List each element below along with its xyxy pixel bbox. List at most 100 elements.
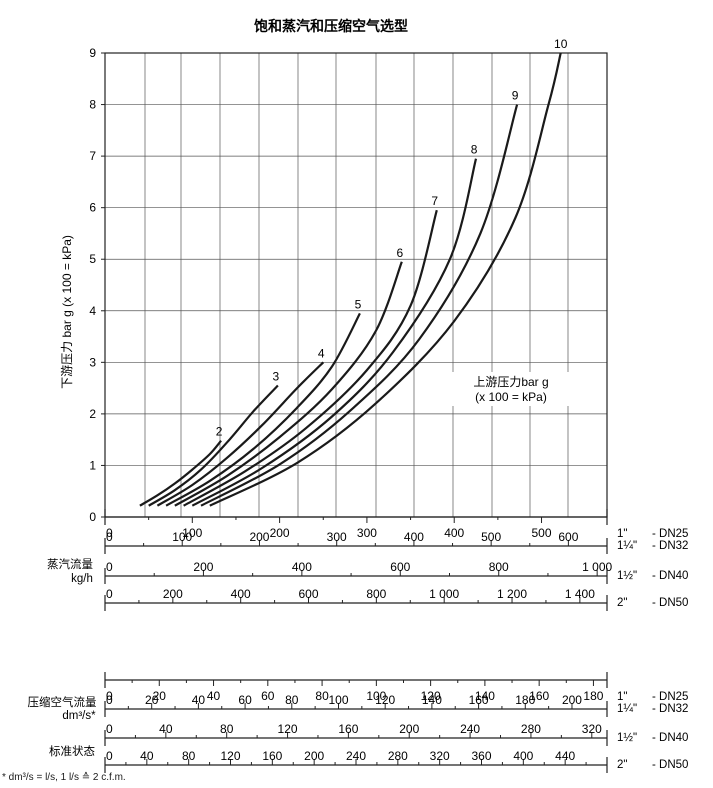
scale-label: 100 (182, 526, 202, 540)
pipe-size: 1¼" (617, 540, 637, 552)
scale-label: 1 400 (565, 587, 595, 601)
flow-group-labels: 蒸汽流量 kg/h 压缩空气流量 dm³/s* 标准状态 (28, 557, 97, 758)
scale-label: 320 (430, 749, 450, 763)
scale-label: 300 (327, 530, 347, 544)
scale-label: 120 (421, 689, 441, 703)
annotation-background (452, 372, 570, 406)
scale-label: 800 (489, 560, 509, 574)
scale-label: 0 (106, 693, 113, 707)
scale-label: 500 (532, 526, 552, 540)
curve-4 (156, 361, 325, 507)
scale-label: 400 (513, 749, 533, 763)
flow-scale-4: 0 200 400 600 800 1 000 1 200 1 400 2" - DN50 (104, 587, 688, 611)
scale-label: 200 (193, 560, 213, 574)
scale-label: 1 200 (497, 587, 527, 601)
y-tick-label: 6 (89, 201, 96, 215)
scale-label: 160 (469, 693, 489, 707)
scale-label: 140 (422, 693, 442, 707)
curve-7 (183, 209, 438, 507)
pipe-dn: - DN50 (652, 597, 688, 609)
pipe-size: 1½" (617, 570, 637, 582)
pipe-size: 1¼" (617, 703, 637, 715)
curve-2 (139, 439, 222, 507)
grid (105, 52, 607, 517)
scale-label: 1 000 (429, 587, 459, 601)
pipe-dn: - DN32 (652, 703, 688, 715)
plot-border (104, 52, 608, 518)
scale-label: 200 (304, 749, 324, 763)
y-tick-label: 7 (89, 149, 96, 163)
scale-label: 300 (357, 526, 377, 540)
curve-3 (148, 384, 279, 507)
annotation-line-1: 上游压力bar g (473, 375, 548, 389)
y-tick-label: 3 (89, 355, 96, 369)
scale-label: 40 (192, 693, 206, 707)
pipe-dn: - DN40 (652, 570, 688, 582)
pipe-size: 1" (617, 528, 627, 540)
flow-scale-5: 0 20 40 60 80 100 120 140 160 180 1" - DN25 (104, 672, 688, 703)
curve-label-4: 4 (318, 346, 325, 360)
y-tick-label: 5 (89, 252, 96, 266)
scale-label: 600 (390, 560, 410, 574)
scale-label: 160 (529, 689, 549, 703)
curve-label-6: 6 (396, 246, 403, 260)
annotation-line-2: (x 100 = kPa) (475, 390, 547, 404)
scale-label: 100 (172, 530, 192, 544)
scale-label: 200 (562, 693, 582, 707)
scale-label: 0 (106, 560, 113, 574)
scale-label: 240 (346, 749, 366, 763)
scale-label: 600 (298, 587, 318, 601)
pipe-dn: - DN32 (652, 540, 688, 552)
pipe-dn: - DN25 (652, 691, 688, 703)
scale-label: 120 (278, 722, 298, 736)
pipe-size: 1½" (617, 732, 637, 744)
curve-8 (191, 158, 478, 507)
scale-label: 360 (471, 749, 491, 763)
curve-label-10: 10 (554, 37, 568, 51)
curve-5 (165, 312, 361, 507)
scale-label: 80 (182, 749, 196, 763)
curve-9 (200, 104, 519, 507)
scale-label: 0 (106, 587, 113, 601)
flow-scale-7: 0 40 80 120 160 200 240 280 320 1½" - DN40 (104, 722, 688, 746)
scale-label: 20 (145, 693, 159, 707)
curve-label-2: 2 (216, 425, 223, 439)
scale-label: 60 (238, 693, 252, 707)
pipe-dn: - DN40 (652, 732, 688, 744)
curve-label-3: 3 (273, 370, 280, 384)
pipe-dn: - DN25 (652, 528, 688, 540)
scale-label: 1 000 (582, 560, 612, 574)
scale-label: 0 (106, 749, 113, 763)
pipe-size: 2" (617, 759, 627, 771)
scale-label: 400 (404, 530, 424, 544)
air-flow-label: 压缩空气流量 (28, 695, 97, 709)
y-axis-label: 下游压力 bar g (x 100 = kPa) (60, 235, 74, 389)
scale-label: 500 (481, 530, 501, 544)
pipe-dn: - DN50 (652, 759, 688, 771)
y-tick-label: 1 (89, 458, 96, 472)
scale-label: 80 (285, 693, 299, 707)
scale-label: 440 (555, 749, 575, 763)
steam-flow-label: 蒸汽流量 (47, 557, 93, 571)
upstream-pressure-annotation: 上游压力bar g (x 100 = kPa) (452, 372, 570, 406)
scale-label: 180 (583, 689, 603, 703)
scale-label: 180 (515, 693, 535, 707)
scale-label: 800 (366, 587, 386, 601)
scale-label: 80 (220, 722, 234, 736)
pipe-size: 1" (617, 691, 627, 703)
standard-state-label: 标准状态 (49, 744, 95, 758)
flow-scale-6: 0 20 40 60 80 100 120 140 160 180 200 1¼" - DN32 (104, 693, 688, 717)
y-tick-label: 2 (89, 407, 96, 421)
scale-label: 200 (399, 722, 419, 736)
footnote: * dm³/s = l/s, 1 l/s ≙ 2 c.f.m. (2, 772, 126, 783)
curve-label-5: 5 (355, 297, 362, 311)
y-tick-label: 4 (89, 304, 96, 318)
flow-scale-1: 0 100 200 300 400 500 1" - DN25 (104, 509, 688, 540)
y-tick-label: 8 (89, 98, 96, 112)
scale-label: 0 (106, 530, 113, 544)
y-axis: 0 1 2 3 4 5 6 7 8 9 (89, 46, 105, 524)
scale-label: 200 (249, 530, 269, 544)
scale-label: 100 (328, 693, 348, 707)
